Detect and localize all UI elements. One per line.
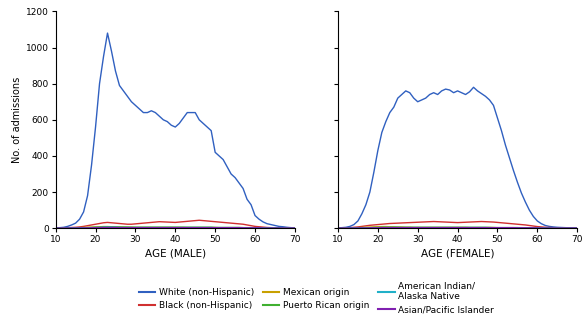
X-axis label: AGE (FEMALE): AGE (FEMALE) (421, 248, 495, 258)
X-axis label: AGE (MALE): AGE (MALE) (145, 248, 206, 258)
Y-axis label: No. of admissions: No. of admissions (12, 77, 22, 163)
Legend: White (non-Hispanic), Black (non-Hispanic), Mexican origin, Puerto Rican origin,: White (non-Hispanic), Black (non-Hispani… (135, 278, 498, 318)
